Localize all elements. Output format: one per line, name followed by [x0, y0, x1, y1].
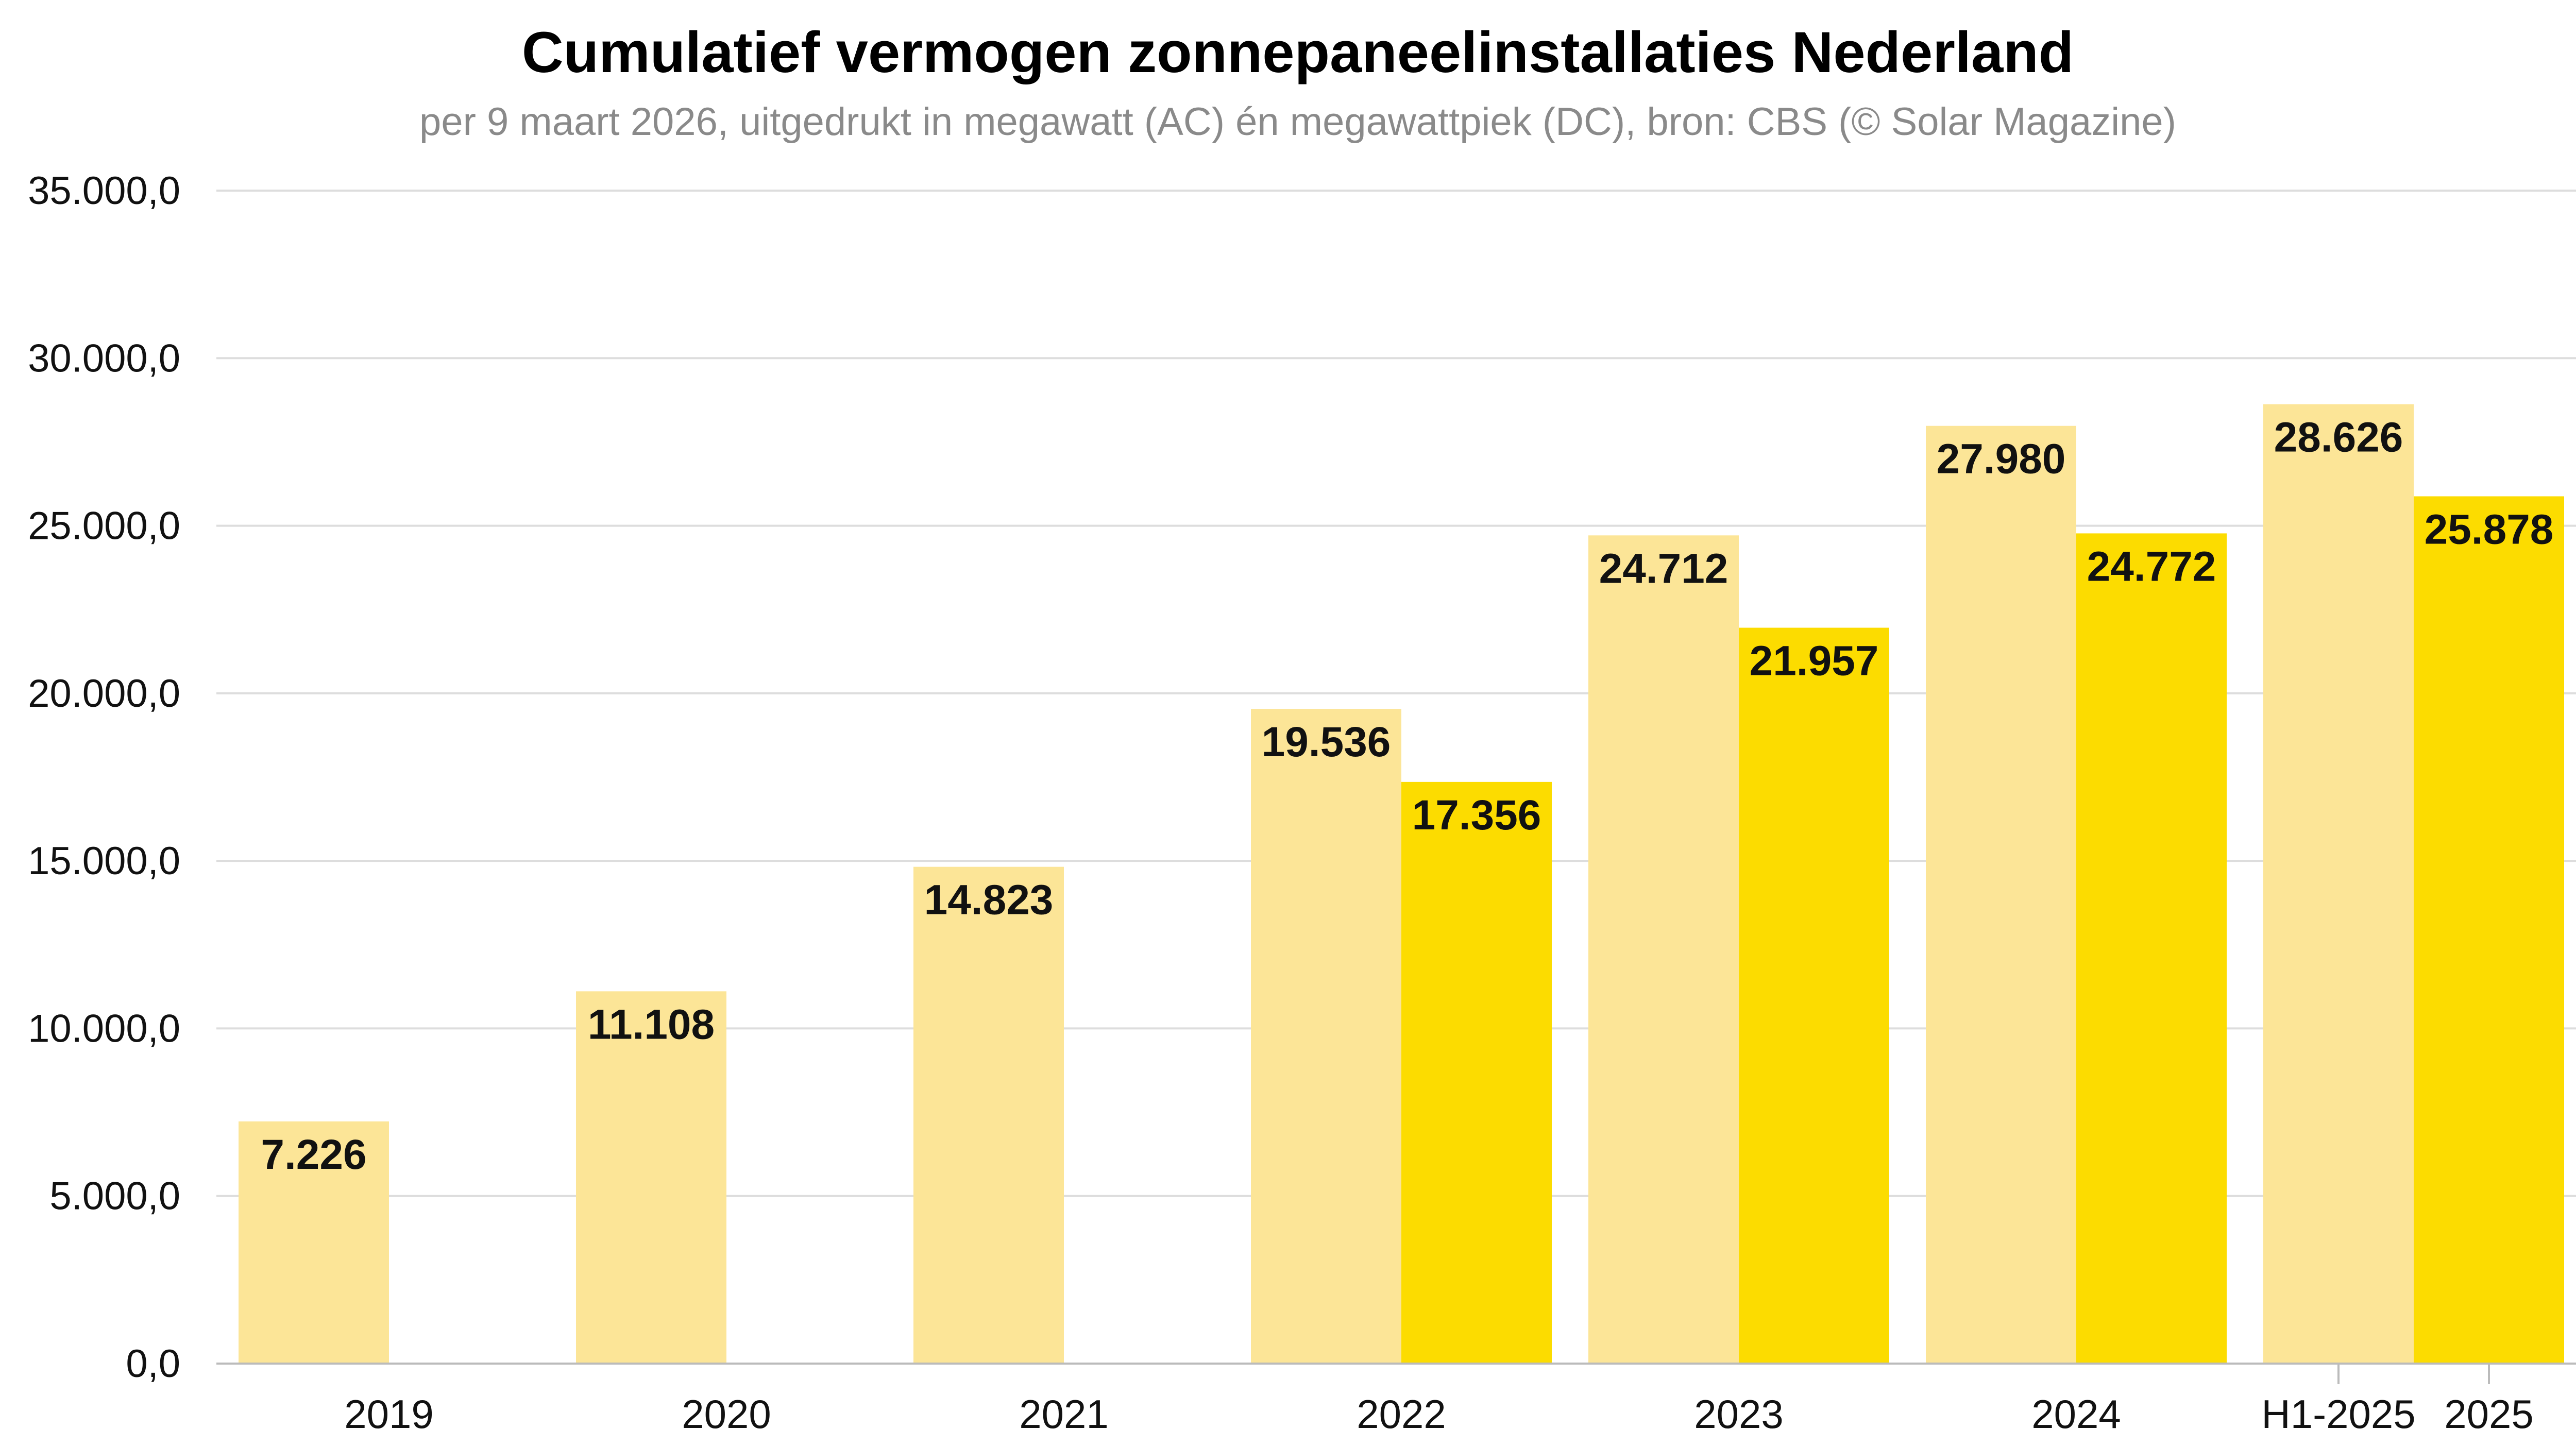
- bar-2022-ac: [1401, 781, 1552, 1364]
- bar-2023-ac: [1739, 627, 1889, 1364]
- data-label: 24.772: [2087, 543, 2216, 590]
- y-tick-label: 20.000,0: [28, 672, 180, 716]
- data-label: 24.712: [1599, 545, 1728, 592]
- bar-2024-dc: [1926, 426, 2076, 1364]
- x-tick-label: 2021: [1019, 1391, 1109, 1437]
- bar-2021-dc: [913, 866, 1064, 1364]
- data-label: 7.226: [261, 1131, 366, 1178]
- chart-subtitle: per 9 maart 2026, uitgedrukt in megawatt…: [419, 100, 2176, 144]
- x-axis: 2019 2020 2021 2022 2023 2024 H1-2025 2025: [216, 1363, 2576, 1437]
- data-labels: 7.226 11.108 14.823 19.536 17.356 24.712 21.95…: [261, 414, 2553, 1178]
- data-label: 25.878: [2425, 506, 2554, 553]
- data-label: 17.356: [1412, 792, 1541, 839]
- x-tick-label: 2022: [1357, 1391, 1446, 1437]
- data-label: 11.108: [588, 1001, 715, 1048]
- y-tick-label: 25.000,0: [28, 504, 180, 548]
- x-tick-label: 2020: [682, 1391, 771, 1437]
- data-label: 19.536: [1262, 719, 1391, 765]
- bar-2025-ac: [2414, 496, 2564, 1364]
- y-tick-label: 5.000,0: [49, 1175, 180, 1218]
- data-label: 21.957: [1750, 638, 1879, 685]
- y-tick-label: 15.000,0: [28, 839, 180, 883]
- y-tick-label: 0,0: [126, 1342, 180, 1386]
- x-tick-label: 2019: [344, 1391, 434, 1437]
- y-tick-label: 30.000,0: [28, 336, 180, 380]
- bar-H1-2025-dc: [2263, 404, 2414, 1364]
- data-label: 14.823: [924, 877, 1054, 924]
- x-tick-label: 2024: [2031, 1391, 2121, 1437]
- bar-2024-ac: [2076, 533, 2227, 1364]
- data-label: 28.626: [2274, 414, 2403, 461]
- bar-2022-dc: [1251, 709, 1401, 1364]
- y-axis-ticks: 0,0 5.000,0 10.000,0 15.000,0 20.000,0 25.000…: [28, 169, 180, 1386]
- bar-2019-dc: [239, 1121, 389, 1364]
- y-tick-label: 10.000,0: [28, 1007, 180, 1050]
- bar-2023-dc: [1588, 535, 1739, 1364]
- bars: [239, 404, 2564, 1364]
- chart-title: Cumulatief vermogen zonnepaneelinstallat…: [522, 20, 2074, 84]
- x-tick-label: 2023: [1694, 1391, 1784, 1437]
- y-tick-label: 35.000,0: [28, 169, 180, 213]
- data-label: 27.980: [1937, 436, 2066, 483]
- x-tick-label: 2025: [2444, 1391, 2534, 1437]
- bar-2020-dc: [576, 991, 726, 1364]
- x-tick-label: H1-2025: [2261, 1391, 2415, 1437]
